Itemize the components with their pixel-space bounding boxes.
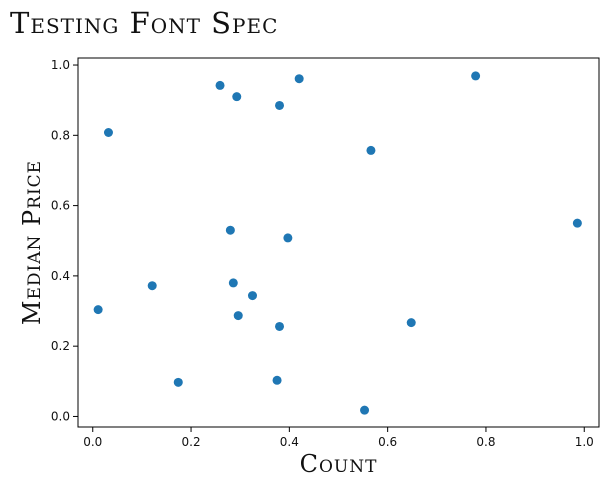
data-point-3	[275, 100, 285, 110]
y-tick-label: 0.6	[51, 199, 70, 213]
data-point-9	[283, 233, 293, 243]
data-point-15	[275, 321, 285, 331]
x-tick-label: 0.0	[83, 435, 102, 449]
data-point-1	[232, 92, 242, 102]
data-point-8	[225, 225, 235, 235]
x-tick-label: 0.6	[378, 435, 397, 449]
y-tick-label: 0.4	[51, 269, 70, 283]
data-point-18	[272, 375, 282, 385]
data-point-0	[215, 80, 225, 90]
x-tick-label: 0.4	[280, 435, 299, 449]
x-axis-label: Count	[300, 450, 378, 478]
data-point-12	[247, 291, 257, 301]
data-point-19	[360, 405, 370, 415]
y-tick-label: 0.0	[51, 409, 70, 423]
y-axis-label: Median Price	[18, 160, 46, 325]
data-point-16	[406, 318, 416, 328]
data-points	[93, 71, 582, 415]
x-tick-label: 0.2	[182, 435, 201, 449]
plot-frame	[77, 57, 600, 428]
y-tick-label: 0.8	[51, 128, 70, 142]
x-tick-label: 0.8	[476, 435, 495, 449]
data-point-10	[147, 281, 157, 291]
plot-area: 0.0 0.2 0.4 0.6 0.8 1.0 0.0 0.2 0.4 0.6 0.8 1.0	[51, 57, 600, 449]
chart-title: Testing Font Spec	[10, 6, 278, 40]
data-point-17	[173, 377, 183, 387]
data-point-4	[471, 71, 481, 81]
data-point-11	[228, 278, 238, 288]
x-axis-ticks: 0.0 0.2 0.4 0.6 0.8 1.0	[83, 427, 594, 449]
data-point-13	[93, 305, 103, 315]
x-tick-label: 1.0	[575, 435, 594, 449]
data-point-7	[572, 218, 582, 228]
y-tick-label: 1.0	[51, 58, 70, 72]
data-point-5	[103, 128, 113, 138]
y-tick-label: 0.2	[51, 339, 70, 353]
data-point-2	[294, 74, 304, 84]
data-point-6	[366, 145, 376, 155]
data-point-14	[233, 311, 243, 321]
y-axis-ticks: 0.0 0.2 0.4 0.6 0.8 1.0	[51, 58, 78, 423]
